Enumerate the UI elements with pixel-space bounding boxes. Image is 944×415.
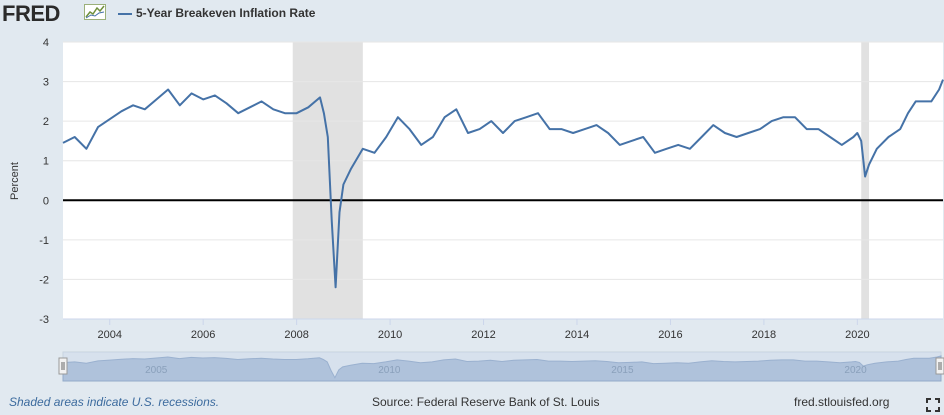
recession-band: [861, 42, 870, 319]
recession-note: Shaded areas indicate U.S. recessions.: [9, 395, 220, 409]
left-handle[interactable]: [58, 357, 68, 375]
fullscreen-expand-icon[interactable]: [926, 398, 940, 412]
x-tick-label: 2010: [378, 329, 402, 341]
navigator-labels: 2005 2010 2015 2020: [145, 365, 867, 376]
chart-footer: Shaded areas indicate U.S. recessions. S…: [0, 394, 944, 412]
x-tick-label: 2020: [845, 329, 869, 341]
navigator-year-label: 2005: [145, 365, 168, 376]
right-handle[interactable]: [935, 357, 944, 375]
x-tick-label: 2006: [191, 329, 215, 341]
range-navigator[interactable]: 2005 2010 2015 2020: [58, 351, 944, 382]
x-tick-label: 2014: [565, 329, 589, 341]
series-layer[interactable]: [62, 79, 944, 289]
x-axis-ticks: 2004 2006 2008 2010 2012 2014 2016 2018 2020: [63, 318, 943, 341]
chart[interactable]: -3 -2 -1 0 1 2 3 4 2004 2006 2008 2010 2012 2014 2016…: [0, 0, 944, 392]
y-tick-label: 0: [43, 195, 49, 207]
source-credit: Source: Federal Reserve Bank of St. Loui…: [372, 395, 600, 409]
navigator-year-label: 2010: [378, 365, 401, 376]
series-line[interactable]: [62, 79, 944, 289]
recession-band: [292, 42, 363, 319]
y-tick-label: 2: [43, 116, 49, 128]
navigator-year-label: 2015: [611, 365, 634, 376]
x-tick-label: 2008: [284, 329, 308, 341]
legend-label: 5-Year Breakeven Inflation Rate: [136, 6, 316, 20]
recession-shading: [292, 42, 870, 319]
y-axis-ticks: -3 -2 -1 0 1 2 3 4: [39, 37, 49, 326]
legend-swatch: [118, 13, 132, 15]
x-tick-label: 2018: [752, 329, 776, 341]
line-chart-icon: [84, 4, 106, 20]
y-tick-label: -1: [39, 235, 49, 247]
x-tick-label: 2012: [471, 329, 495, 341]
y-axis-label: Percent: [9, 162, 21, 200]
plot-background: [63, 42, 943, 319]
y-tick-label: -3: [39, 314, 49, 326]
navigator-series: [62, 355, 942, 382]
site-link[interactable]: fred.stlouisfed.org: [794, 395, 890, 409]
x-tick-label: 2004: [97, 329, 121, 341]
navigator-year-label: 2020: [844, 365, 867, 376]
y-tick-label: -2: [39, 274, 49, 286]
fred-logo[interactable]: FRED: [2, 1, 60, 26]
y-tick-label: 3: [43, 77, 49, 89]
x-tick-label: 2016: [658, 329, 682, 341]
y-tick-label: 4: [43, 37, 49, 49]
chart-header: FRED 5-Year Breakeven Inflation Rate: [0, 0, 944, 34]
navigator-area: [62, 355, 942, 382]
y-tick-label: 1: [43, 156, 49, 168]
